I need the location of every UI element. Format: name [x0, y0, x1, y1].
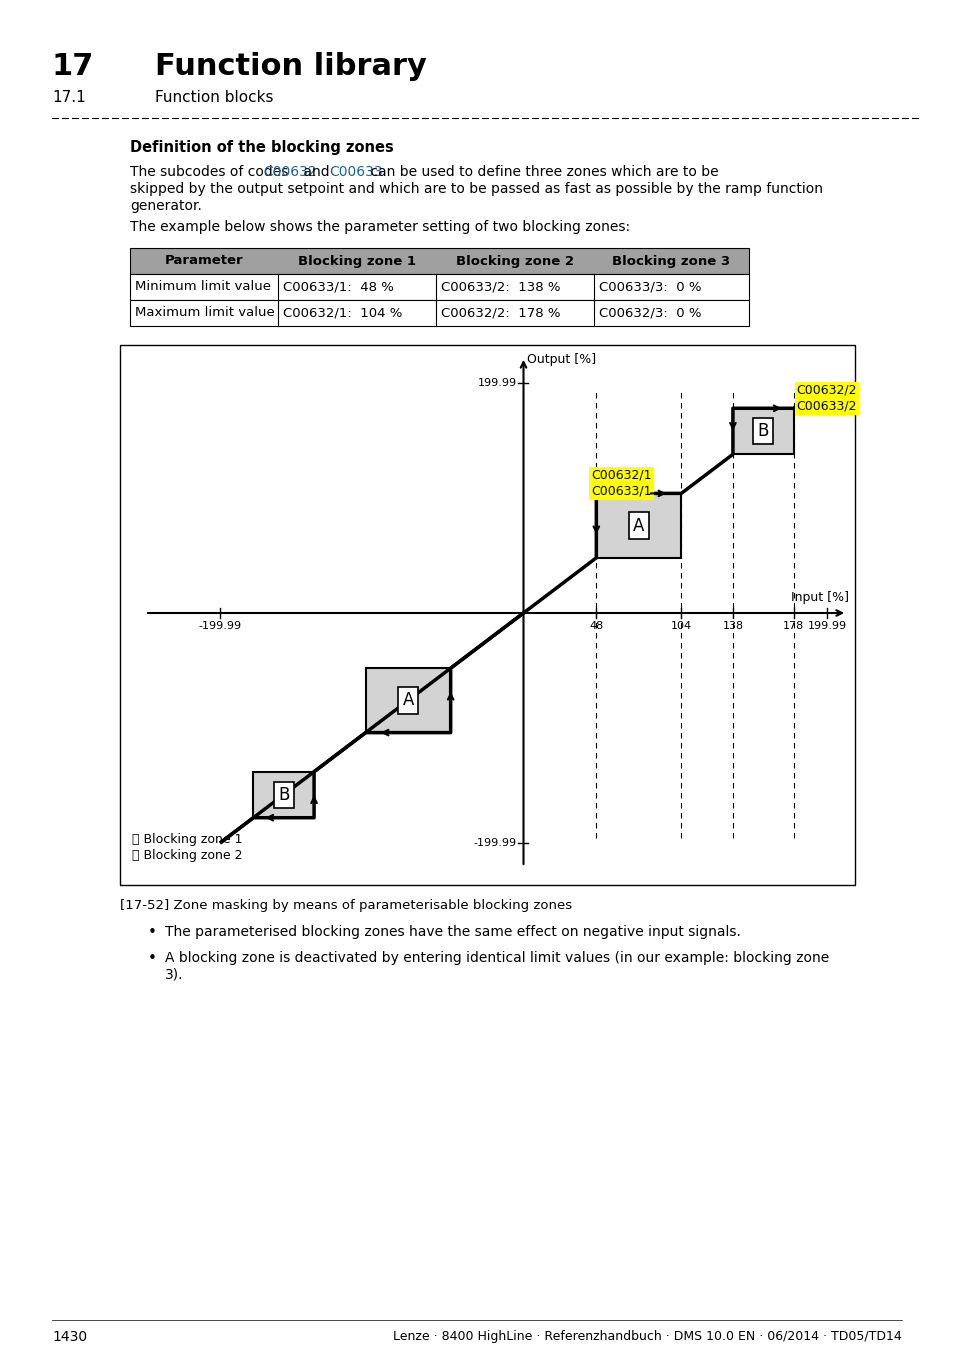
Bar — [130, 248, 748, 274]
Bar — [732, 408, 793, 455]
Text: skipped by the output setpoint and which are to be passed as fast as possible by: skipped by the output setpoint and which… — [130, 182, 822, 196]
Text: Output [%]: Output [%] — [527, 352, 596, 366]
Bar — [253, 772, 314, 818]
Text: 3).: 3). — [165, 968, 183, 981]
Text: A blocking zone is deactivated by entering identical limit values (in our exampl: A blocking zone is deactivated by enteri… — [165, 950, 828, 965]
Bar — [365, 668, 450, 733]
Text: 48: 48 — [589, 621, 603, 630]
Text: 138: 138 — [721, 621, 742, 630]
Text: can be used to define three zones which are to be: can be used to define three zones which … — [366, 165, 718, 180]
Bar — [596, 493, 680, 558]
Bar — [130, 274, 748, 300]
Text: •: • — [148, 950, 156, 967]
Text: A: A — [402, 691, 414, 709]
Text: C00632/2:  178 %: C00632/2: 178 % — [440, 306, 560, 320]
Text: 104: 104 — [670, 621, 691, 630]
Text: C00633/2:  138 %: C00633/2: 138 % — [440, 281, 560, 293]
Text: C00633/3:  0 %: C00633/3: 0 % — [598, 281, 700, 293]
Text: C00632/3:  0 %: C00632/3: 0 % — [598, 306, 700, 320]
Text: The example below shows the parameter setting of two blocking zones:: The example below shows the parameter se… — [130, 220, 630, 234]
Text: 1430: 1430 — [52, 1330, 87, 1345]
Text: and: and — [299, 165, 335, 180]
Text: Blocking zone 2: Blocking zone 2 — [456, 255, 574, 267]
Text: C00633/1:  48 %: C00633/1: 48 % — [283, 281, 394, 293]
Text: 199.99: 199.99 — [476, 378, 516, 387]
Text: 17: 17 — [52, 53, 94, 81]
Text: Input [%]: Input [%] — [790, 591, 848, 603]
Text: 17.1: 17.1 — [52, 90, 86, 105]
Text: generator.: generator. — [130, 198, 202, 213]
Text: Function library: Function library — [154, 53, 426, 81]
Text: •: • — [148, 925, 156, 940]
Bar — [130, 300, 748, 325]
Text: The subcodes of codes: The subcodes of codes — [130, 165, 293, 180]
Text: B: B — [757, 423, 768, 440]
Text: Lenze · 8400 HighLine · Referenzhandbuch · DMS 10.0 EN · 06/2014 · TD05/TD14: Lenze · 8400 HighLine · Referenzhandbuch… — [393, 1330, 901, 1343]
Text: Definition of the blocking zones: Definition of the blocking zones — [130, 140, 394, 155]
Text: The parameterised blocking zones have the same effect on negative input signals.: The parameterised blocking zones have th… — [165, 925, 740, 940]
Text: [17-52] Zone masking by means of parameterisable blocking zones: [17-52] Zone masking by means of paramet… — [120, 899, 572, 913]
Text: 199.99: 199.99 — [806, 621, 845, 630]
Text: Blocking zone 1: Blocking zone 1 — [297, 255, 416, 267]
Text: Ⓑ Blocking zone 2: Ⓑ Blocking zone 2 — [132, 849, 242, 863]
Text: B: B — [277, 786, 289, 803]
Text: A: A — [633, 517, 644, 535]
Text: -199.99: -199.99 — [198, 621, 241, 630]
Text: C00633/1: C00633/1 — [591, 485, 651, 498]
Text: Blocking zone 3: Blocking zone 3 — [612, 255, 730, 267]
Text: Ⓐ Blocking zone 1: Ⓐ Blocking zone 1 — [132, 833, 242, 846]
Text: C00632/2: C00632/2 — [796, 383, 856, 397]
Text: Function blocks: Function blocks — [154, 90, 274, 105]
Text: Minimum limit value: Minimum limit value — [135, 281, 271, 293]
Text: -199.99: -199.99 — [473, 838, 516, 848]
Bar — [120, 346, 854, 886]
Text: Maximum limit value: Maximum limit value — [135, 306, 274, 320]
Text: C00632/1: C00632/1 — [591, 468, 651, 482]
Text: C00632/1:  104 %: C00632/1: 104 % — [283, 306, 402, 320]
Text: C00633: C00633 — [330, 165, 383, 180]
Text: Parameter: Parameter — [165, 255, 243, 267]
Text: 178: 178 — [782, 621, 803, 630]
Text: C00633/2: C00633/2 — [796, 400, 856, 413]
Text: C00632: C00632 — [263, 165, 316, 180]
